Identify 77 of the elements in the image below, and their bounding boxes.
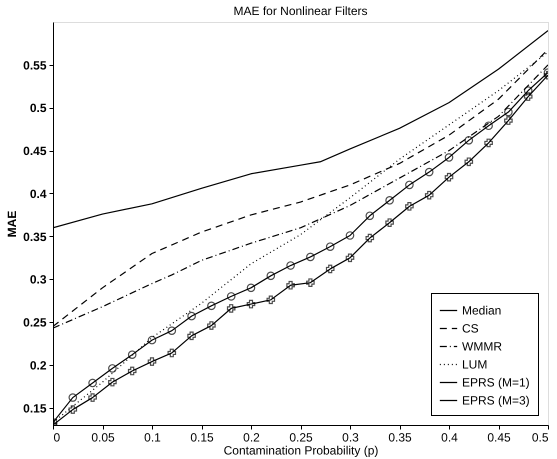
- point: [464, 157, 474, 166]
- point: [365, 211, 374, 220]
- point: [286, 280, 295, 290]
- point: [226, 292, 236, 301]
- legend-label: EPRS (M=1): [462, 376, 530, 390]
- point: [246, 300, 256, 308]
- point: [207, 302, 216, 310]
- point: [385, 218, 394, 227]
- point: [464, 136, 474, 145]
- y-tick-label: 0.4: [30, 186, 47, 201]
- y-tick-label: 0.35: [23, 230, 47, 244]
- point: [187, 332, 196, 340]
- y-tick-label: 0.55: [23, 58, 47, 72]
- point: [266, 296, 276, 304]
- point: [266, 272, 276, 280]
- point: [484, 121, 493, 130]
- legend-label: LUM: [462, 358, 488, 372]
- point: [88, 378, 97, 388]
- point: [524, 86, 533, 95]
- x-tick-label: 0: [54, 430, 60, 444]
- x-tick-label: 0.1: [144, 430, 162, 444]
- point: [246, 284, 256, 292]
- point: [326, 264, 335, 274]
- point: [108, 364, 117, 373]
- point: [346, 253, 354, 262]
- y-tick-label: 0.2: [30, 358, 47, 372]
- point: [148, 336, 156, 344]
- x-tick-label: 0.3: [342, 430, 360, 444]
- y-axis-title: MAE: [5, 210, 20, 238]
- point: [484, 138, 493, 148]
- point: [306, 278, 315, 287]
- legend-label: WMMR: [462, 340, 502, 354]
- x-tick-label: 0.15: [190, 430, 214, 444]
- y-tick-label: 0.15: [23, 401, 47, 416]
- legend-label: Median: [462, 304, 502, 318]
- point: [88, 393, 97, 402]
- point: [385, 196, 394, 205]
- point: [187, 312, 196, 320]
- point: [286, 261, 295, 270]
- point: [207, 321, 216, 330]
- point: [346, 231, 354, 240]
- y-tick-label: 0.45: [23, 144, 47, 158]
- point: [306, 252, 315, 262]
- point: [326, 242, 335, 251]
- x-tick-label: 0.05: [91, 430, 115, 444]
- point: [504, 108, 513, 116]
- point: [524, 92, 533, 101]
- point: [128, 366, 137, 376]
- point: [68, 405, 78, 414]
- point: [167, 326, 176, 335]
- x-tick-label: 0.25: [289, 430, 313, 444]
- point: [424, 190, 434, 200]
- y-tick-label: 0.5: [30, 101, 47, 116]
- point: [128, 350, 137, 359]
- x-tick-label: 0.5: [532, 430, 549, 444]
- point: [108, 378, 117, 386]
- point: [405, 202, 414, 211]
- point: [68, 393, 78, 402]
- legend-label: CS: [462, 322, 479, 336]
- chart-title: MAE for Nonlinear Filters: [233, 4, 368, 18]
- point: [444, 172, 454, 182]
- point: [226, 304, 236, 313]
- point: [504, 116, 513, 125]
- x-tick-label: 0.35: [388, 430, 412, 444]
- point: [424, 168, 434, 176]
- point: [405, 180, 414, 190]
- x-tick-label: 0.4: [441, 430, 458, 444]
- point: [365, 234, 374, 242]
- legend-label: EPRS (M=3): [462, 394, 530, 408]
- point: [167, 348, 176, 358]
- x-axis-title: Contamination Probability (p): [224, 444, 378, 458]
- point: [444, 153, 454, 162]
- y-tick-label: 0.3: [30, 272, 47, 287]
- x-tick-label: 0.45: [487, 430, 511, 444]
- point: [148, 357, 156, 366]
- y-tick-label: 0.25: [23, 316, 47, 330]
- x-tick-label: 0.2: [243, 430, 260, 444]
